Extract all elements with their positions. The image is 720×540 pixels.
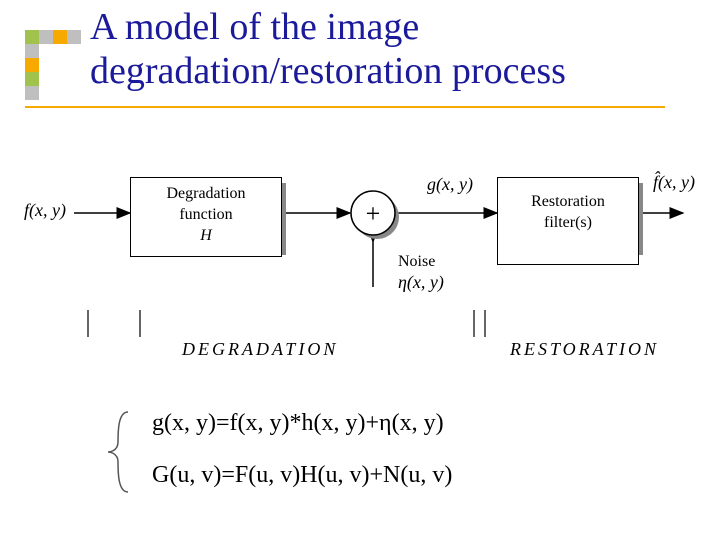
svg-text:+: + <box>366 199 381 228</box>
rest-line1: Restoration <box>498 192 638 213</box>
label-gxy: g(x, y) <box>427 174 473 195</box>
eq-freq: G(u, v)=F(u, v)H(u, v)+N(u, v) <box>152 462 452 489</box>
label-fhat: f̂(x, y) <box>653 172 695 193</box>
label-fxy: f(x, y) <box>24 200 66 221</box>
eq-spatial: g(x, y)=f(x, y)*h(x, y)+η(x, y) <box>152 410 444 437</box>
deg-line1: Degradation <box>131 184 281 205</box>
rest-line2: filter(s) <box>498 213 638 234</box>
diagram-lines: + <box>0 0 720 540</box>
label-degradation-section: DEGRADATION <box>182 339 338 360</box>
deg-line2: function <box>131 205 281 226</box>
degradation-box: Degradation function H <box>130 177 282 257</box>
label-restoration-section: RESTORATION <box>510 339 659 360</box>
label-noise-word: Noise <box>398 253 435 271</box>
restoration-box: Restoration filter(s) <box>497 177 639 265</box>
label-noise-eta: η(x, y) <box>398 272 444 293</box>
deg-line3: H <box>131 226 281 247</box>
